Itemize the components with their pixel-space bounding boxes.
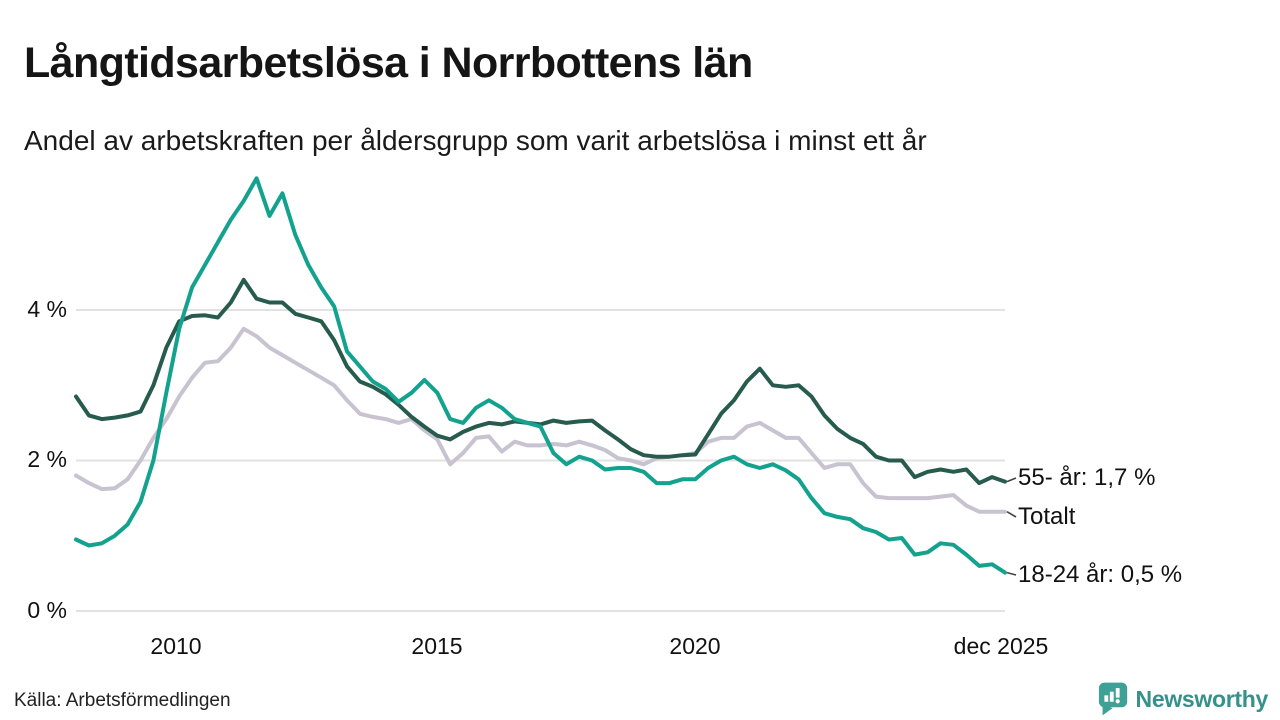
- series-line-totalt: [74, 326, 1007, 514]
- source-note: Källa: Arbetsförmedlingen: [14, 690, 231, 711]
- chart-title: Långtidsarbetslösa i Norrbottens län: [24, 38, 753, 87]
- newsworthy-icon: [1098, 682, 1127, 716]
- series-end-label-totalt: Totalt: [1018, 503, 1076, 530]
- x-axis-tick-label: 2010: [150, 633, 202, 659]
- y-axis-tick-label: 4 %: [27, 295, 67, 322]
- series-end-label-55: 55- år: 1,7 %: [1018, 464, 1156, 491]
- x-axis-tick-label: 2015: [411, 633, 463, 659]
- x-axis-tick-label: dec 2025: [953, 633, 1049, 659]
- series-line-alder1824: [74, 176, 1007, 575]
- label-connector-alder55: [1006, 477, 1017, 483]
- brand-logo: Newsworthy: [1098, 681, 1268, 717]
- x-axis-tick-label: 2020: [669, 633, 721, 659]
- y-axis-tick-label: 2 %: [27, 445, 67, 472]
- label-connector-totalt: [1006, 511, 1017, 518]
- series-end-label-18-24: 18-24 år: 0,5 %: [1018, 561, 1183, 588]
- label-connector-alder1824: [1006, 571, 1017, 576]
- brand-name: Newsworthy: [1135, 685, 1269, 712]
- series-line-alder55: [74, 277, 1007, 486]
- y-axis-tick-label: 0 %: [27, 596, 67, 623]
- chart-subtitle: Andel av arbetskraften per åldersgrupp s…: [24, 125, 927, 156]
